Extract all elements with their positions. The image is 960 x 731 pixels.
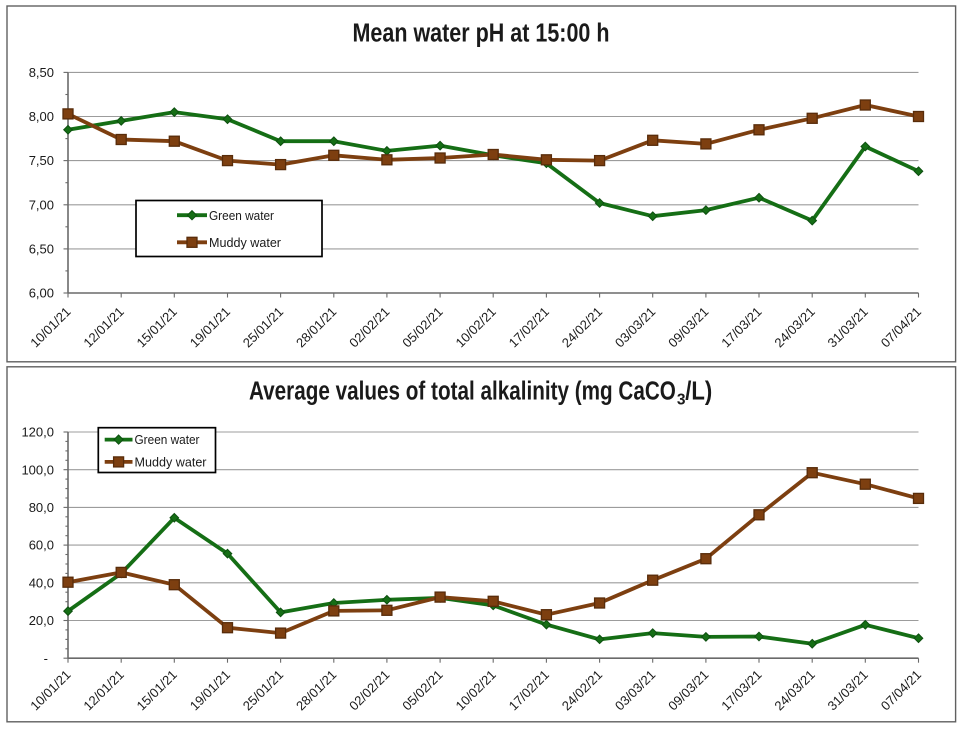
svg-text:7,00: 7,00 [29,197,54,212]
svg-text:Muddy water: Muddy water [209,235,282,250]
svg-text:Green water: Green water [209,208,275,223]
svg-text:7,50: 7,50 [29,153,54,168]
svg-text:3: 3 [677,391,686,408]
svg-text:Muddy water: Muddy water [135,455,208,470]
svg-text:20,0: 20,0 [29,613,54,628]
svg-text:-: - [44,651,48,666]
svg-text:8,00: 8,00 [29,109,54,124]
svg-text:Green water: Green water [135,432,201,447]
svg-text:Mean water pH at 15:00 h: Mean water pH at 15:00 h [353,20,610,48]
svg-text:120,0: 120,0 [21,425,54,440]
svg-text:100,0: 100,0 [21,462,54,477]
svg-text:6,50: 6,50 [29,242,54,257]
svg-text:40,0: 40,0 [29,575,54,590]
svg-text:80,0: 80,0 [29,500,54,515]
svg-text:8,50: 8,50 [29,65,54,80]
svg-text:/L): /L) [685,378,712,406]
svg-text:6,00: 6,00 [29,286,54,301]
svg-text:Average values of total alkali: Average values of total alkalinity (mg C… [249,378,676,406]
svg-text:60,0: 60,0 [29,538,54,553]
